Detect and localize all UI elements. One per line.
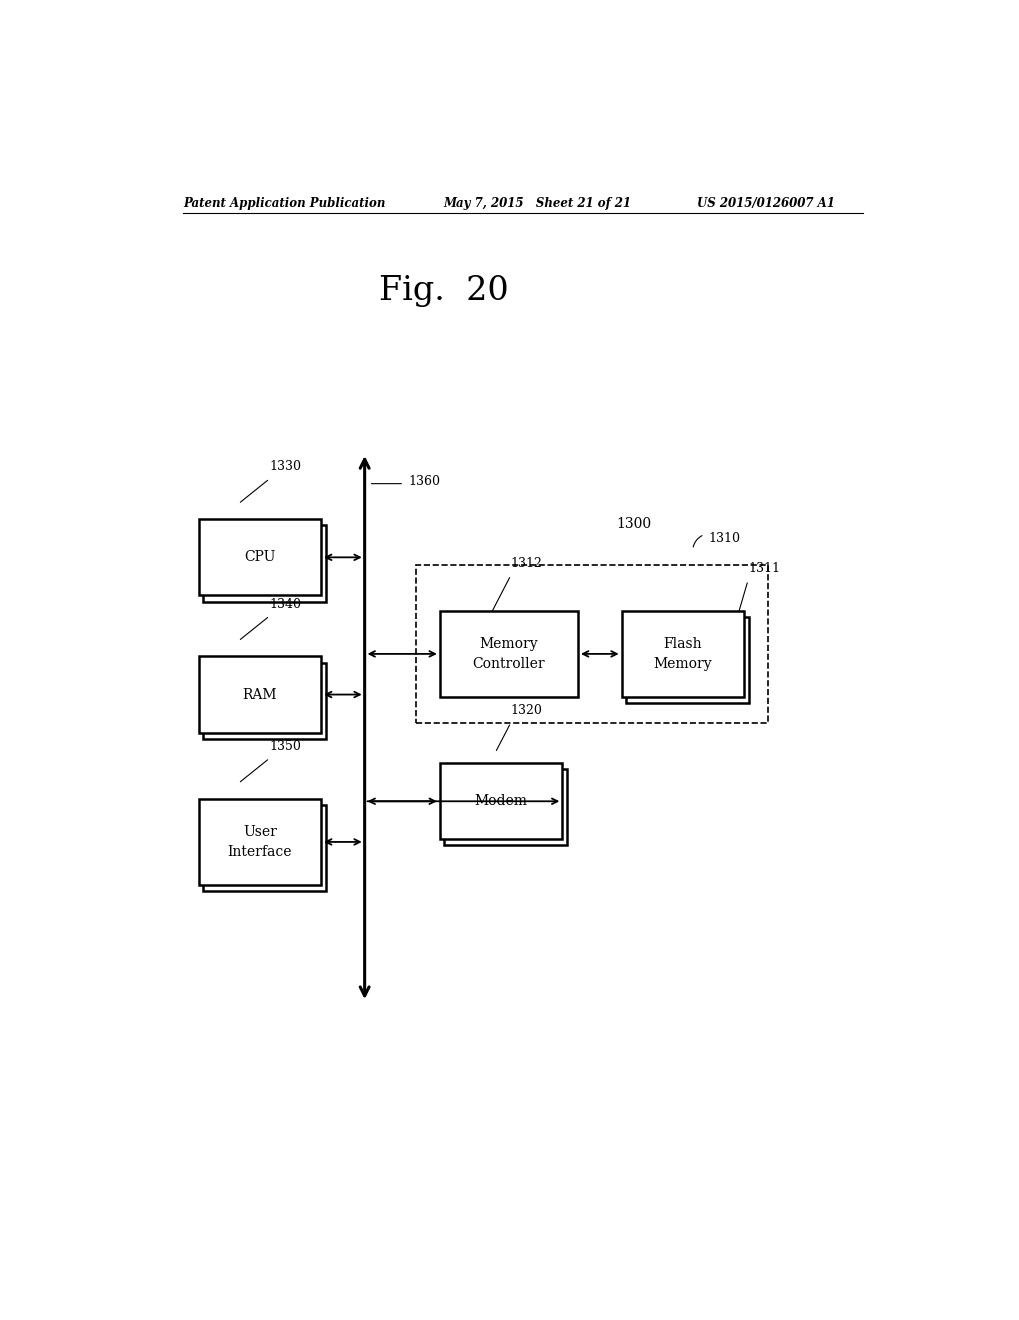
Text: US 2015/0126007 A1: US 2015/0126007 A1 (696, 197, 834, 210)
Text: Flash
Memory: Flash Memory (653, 638, 711, 671)
Text: CPU: CPU (244, 550, 275, 565)
Text: 1340: 1340 (269, 598, 302, 611)
Text: Memory
Controller: Memory Controller (472, 638, 545, 671)
Bar (203, 663, 326, 739)
Text: 1350: 1350 (269, 741, 302, 752)
Bar (626, 616, 748, 704)
Bar (621, 611, 744, 697)
Text: 1311: 1311 (747, 562, 780, 576)
Bar (203, 525, 326, 602)
Bar (416, 565, 767, 722)
Text: 1300: 1300 (615, 517, 650, 532)
Bar (439, 611, 578, 697)
Text: 1330: 1330 (269, 461, 302, 474)
Text: 1320: 1320 (511, 705, 542, 718)
Text: May 7, 2015   Sheet 21 of 21: May 7, 2015 Sheet 21 of 21 (443, 197, 631, 210)
Text: 1312: 1312 (511, 557, 542, 570)
Text: 1360: 1360 (408, 475, 439, 488)
Text: Fig.  20: Fig. 20 (378, 275, 508, 306)
Bar (444, 770, 567, 846)
Bar (199, 799, 321, 886)
Bar (203, 805, 326, 891)
Text: 1310: 1310 (708, 532, 740, 545)
Text: Patent Application Publication: Patent Application Publication (182, 197, 385, 210)
Bar (199, 656, 321, 733)
Text: RAM: RAM (243, 688, 277, 701)
Bar (439, 763, 561, 840)
Text: User
Interface: User Interface (227, 825, 291, 859)
Text: Modem: Modem (474, 795, 527, 808)
Bar (199, 519, 321, 595)
